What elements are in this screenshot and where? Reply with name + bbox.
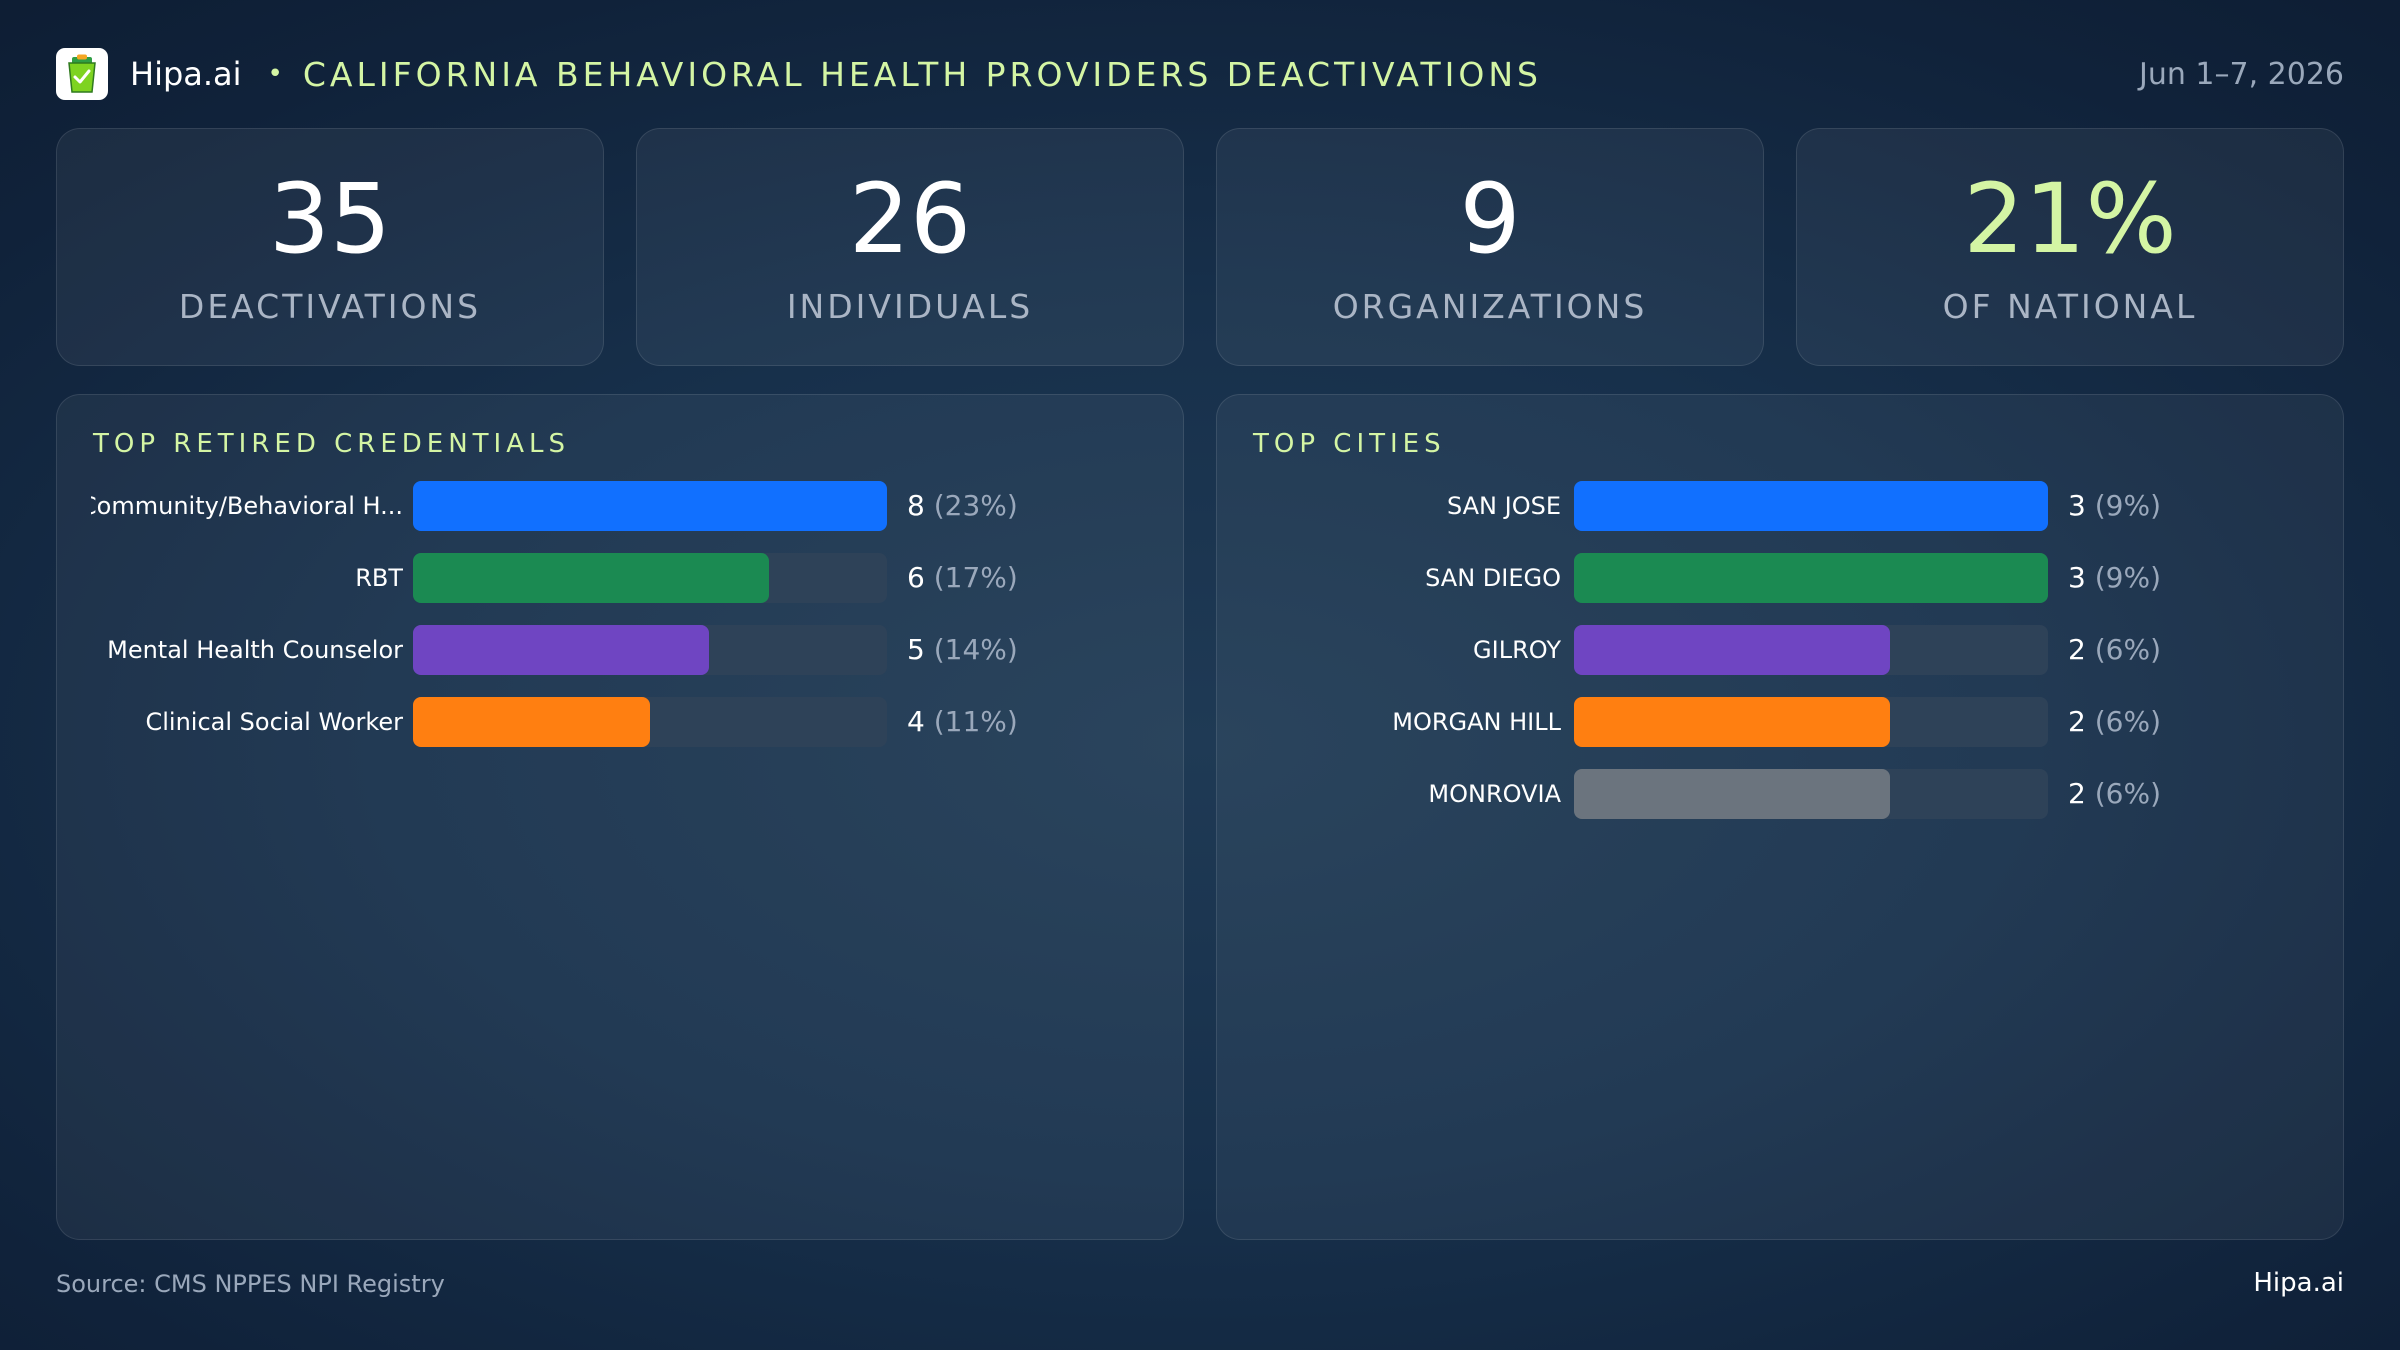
bar-category-label: MONROVIA <box>1428 780 1561 808</box>
bar-value-label: 3 (9%) <box>2068 553 2161 603</box>
bar-count: 2 <box>2068 777 2086 810</box>
bar-track <box>413 697 887 747</box>
bar-percent: (11%) <box>933 705 1018 738</box>
bar-count: 2 <box>2068 705 2086 738</box>
cities-chart-panel: TOP CITIES SAN JOSE 3 (9%) SAN DIEGO 3 (9%)… <box>1216 394 2344 1240</box>
bar-percent: (23%) <box>933 489 1018 522</box>
bar-track <box>1574 697 2048 747</box>
bar-row: Mental Health Counselor 5 (14%) <box>57 625 1183 675</box>
bar-row: MORGAN HILL 2 (6%) <box>1217 697 2343 747</box>
kpi-card-national-share: 21% OF NATIONAL <box>1796 128 2344 366</box>
bar-percent: (6%) <box>2094 777 2162 810</box>
bar-track <box>413 481 887 531</box>
bar <box>413 553 769 603</box>
bar <box>413 625 710 675</box>
bar-value-label: 2 (6%) <box>2068 625 2161 675</box>
kpi-card-individuals: 26 INDIVIDUALS <box>636 128 1184 366</box>
bar-category-label: SAN DIEGO <box>1425 564 1561 592</box>
kpi-card-organizations: 9 ORGANIZATIONS <box>1216 128 1764 366</box>
kpi-value: 26 <box>848 163 972 275</box>
bar <box>1574 553 2048 603</box>
bar-row: Community/Behavioral H... 8 (23%) <box>57 481 1183 531</box>
clipboard-check-icon <box>56 48 108 100</box>
bar-row: RBT 6 (17%) <box>57 553 1183 603</box>
bar-row: Clinical Social Worker 4 (11%) <box>57 697 1183 747</box>
bar-percent: (6%) <box>2094 705 2162 738</box>
bar-count: 4 <box>907 705 925 738</box>
bar-track <box>1574 625 2048 675</box>
bar-count: 3 <box>2068 489 2086 522</box>
kpi-value: 35 <box>268 163 392 275</box>
bar-track <box>1574 481 2048 531</box>
bar <box>1574 769 1890 819</box>
kpi-card-deactivations: 35 DEACTIVATIONS <box>56 128 604 366</box>
bar-value-label: 6 (17%) <box>907 553 1018 603</box>
bar-row: MONROVIA 2 (6%) <box>1217 769 2343 819</box>
header: Hipa.ai • CALIFORNIA BEHAVIORAL HEALTH P… <box>56 48 2344 100</box>
bar-track <box>1574 769 2048 819</box>
bar-percent: (17%) <box>933 561 1018 594</box>
bar-percent: (9%) <box>2094 489 2162 522</box>
bar-category-label: SAN JOSE <box>1446 492 1561 520</box>
kpi-value: 21% <box>1963 163 2177 275</box>
bar-percent: (9%) <box>2094 561 2162 594</box>
bar-value-label: 8 (23%) <box>907 481 1018 531</box>
bar <box>413 481 887 531</box>
title-separator: • <box>267 59 283 89</box>
bar <box>413 697 650 747</box>
bar <box>1574 481 2048 531</box>
bar-row: SAN DIEGO 3 (9%) <box>1217 553 2343 603</box>
bar-percent: (6%) <box>2094 633 2162 666</box>
bar-category-label: RBT <box>355 564 403 592</box>
source-note: Source: CMS NPPES NPI Registry <box>56 1270 445 1298</box>
page-title: CALIFORNIA BEHAVIORAL HEALTH PROVIDERS D… <box>302 54 1542 94</box>
bar <box>1574 625 1890 675</box>
bar-value-label: 2 (6%) <box>2068 697 2161 747</box>
kpi-label: OF NATIONAL <box>1942 287 2198 326</box>
bar-count: 3 <box>2068 561 2086 594</box>
bar-category-label: Mental Health Counselor <box>107 636 403 664</box>
bar-value-label: 4 (11%) <box>907 697 1018 747</box>
bar-count: 8 <box>907 489 925 522</box>
kpi-value: 9 <box>1459 163 1521 275</box>
bar-value-label: 3 (9%) <box>2068 481 2161 531</box>
footer-brand: Hipa.ai <box>2253 1268 2344 1298</box>
bar-value-label: 2 (6%) <box>2068 769 2161 819</box>
bar-category-label: MORGAN HILL <box>1392 708 1561 736</box>
bar-category-label: Community/Behavioral H... <box>91 492 403 520</box>
date-range: Jun 1–7, 2026 <box>2138 56 2344 92</box>
credentials-chart-panel: TOP RETIRED CREDENTIALS Community/Behavi… <box>56 394 1184 1240</box>
bar-category-label: GILROY <box>1473 636 1561 664</box>
bar-row: GILROY 2 (6%) <box>1217 625 2343 675</box>
brand-name: Hipa.ai <box>130 55 242 93</box>
bar-track <box>413 553 887 603</box>
chart-title: TOP CITIES <box>1253 429 1446 459</box>
bar-track <box>1574 553 2048 603</box>
chart-title: TOP RETIRED CREDENTIALS <box>93 429 570 459</box>
kpi-label: INDIVIDUALS <box>786 287 1034 326</box>
bar-count: 2 <box>2068 633 2086 666</box>
bar-percent: (14%) <box>933 633 1018 666</box>
kpi-label: DEACTIVATIONS <box>178 287 482 326</box>
bar <box>1574 697 1890 747</box>
bar-count: 5 <box>907 633 925 666</box>
bar-category-label: Clinical Social Worker <box>145 708 403 736</box>
bar-track <box>413 625 887 675</box>
bar-row: SAN JOSE 3 (9%) <box>1217 481 2343 531</box>
bar-value-label: 5 (14%) <box>907 625 1018 675</box>
bar-count: 6 <box>907 561 925 594</box>
kpi-label: ORGANIZATIONS <box>1332 287 1648 326</box>
